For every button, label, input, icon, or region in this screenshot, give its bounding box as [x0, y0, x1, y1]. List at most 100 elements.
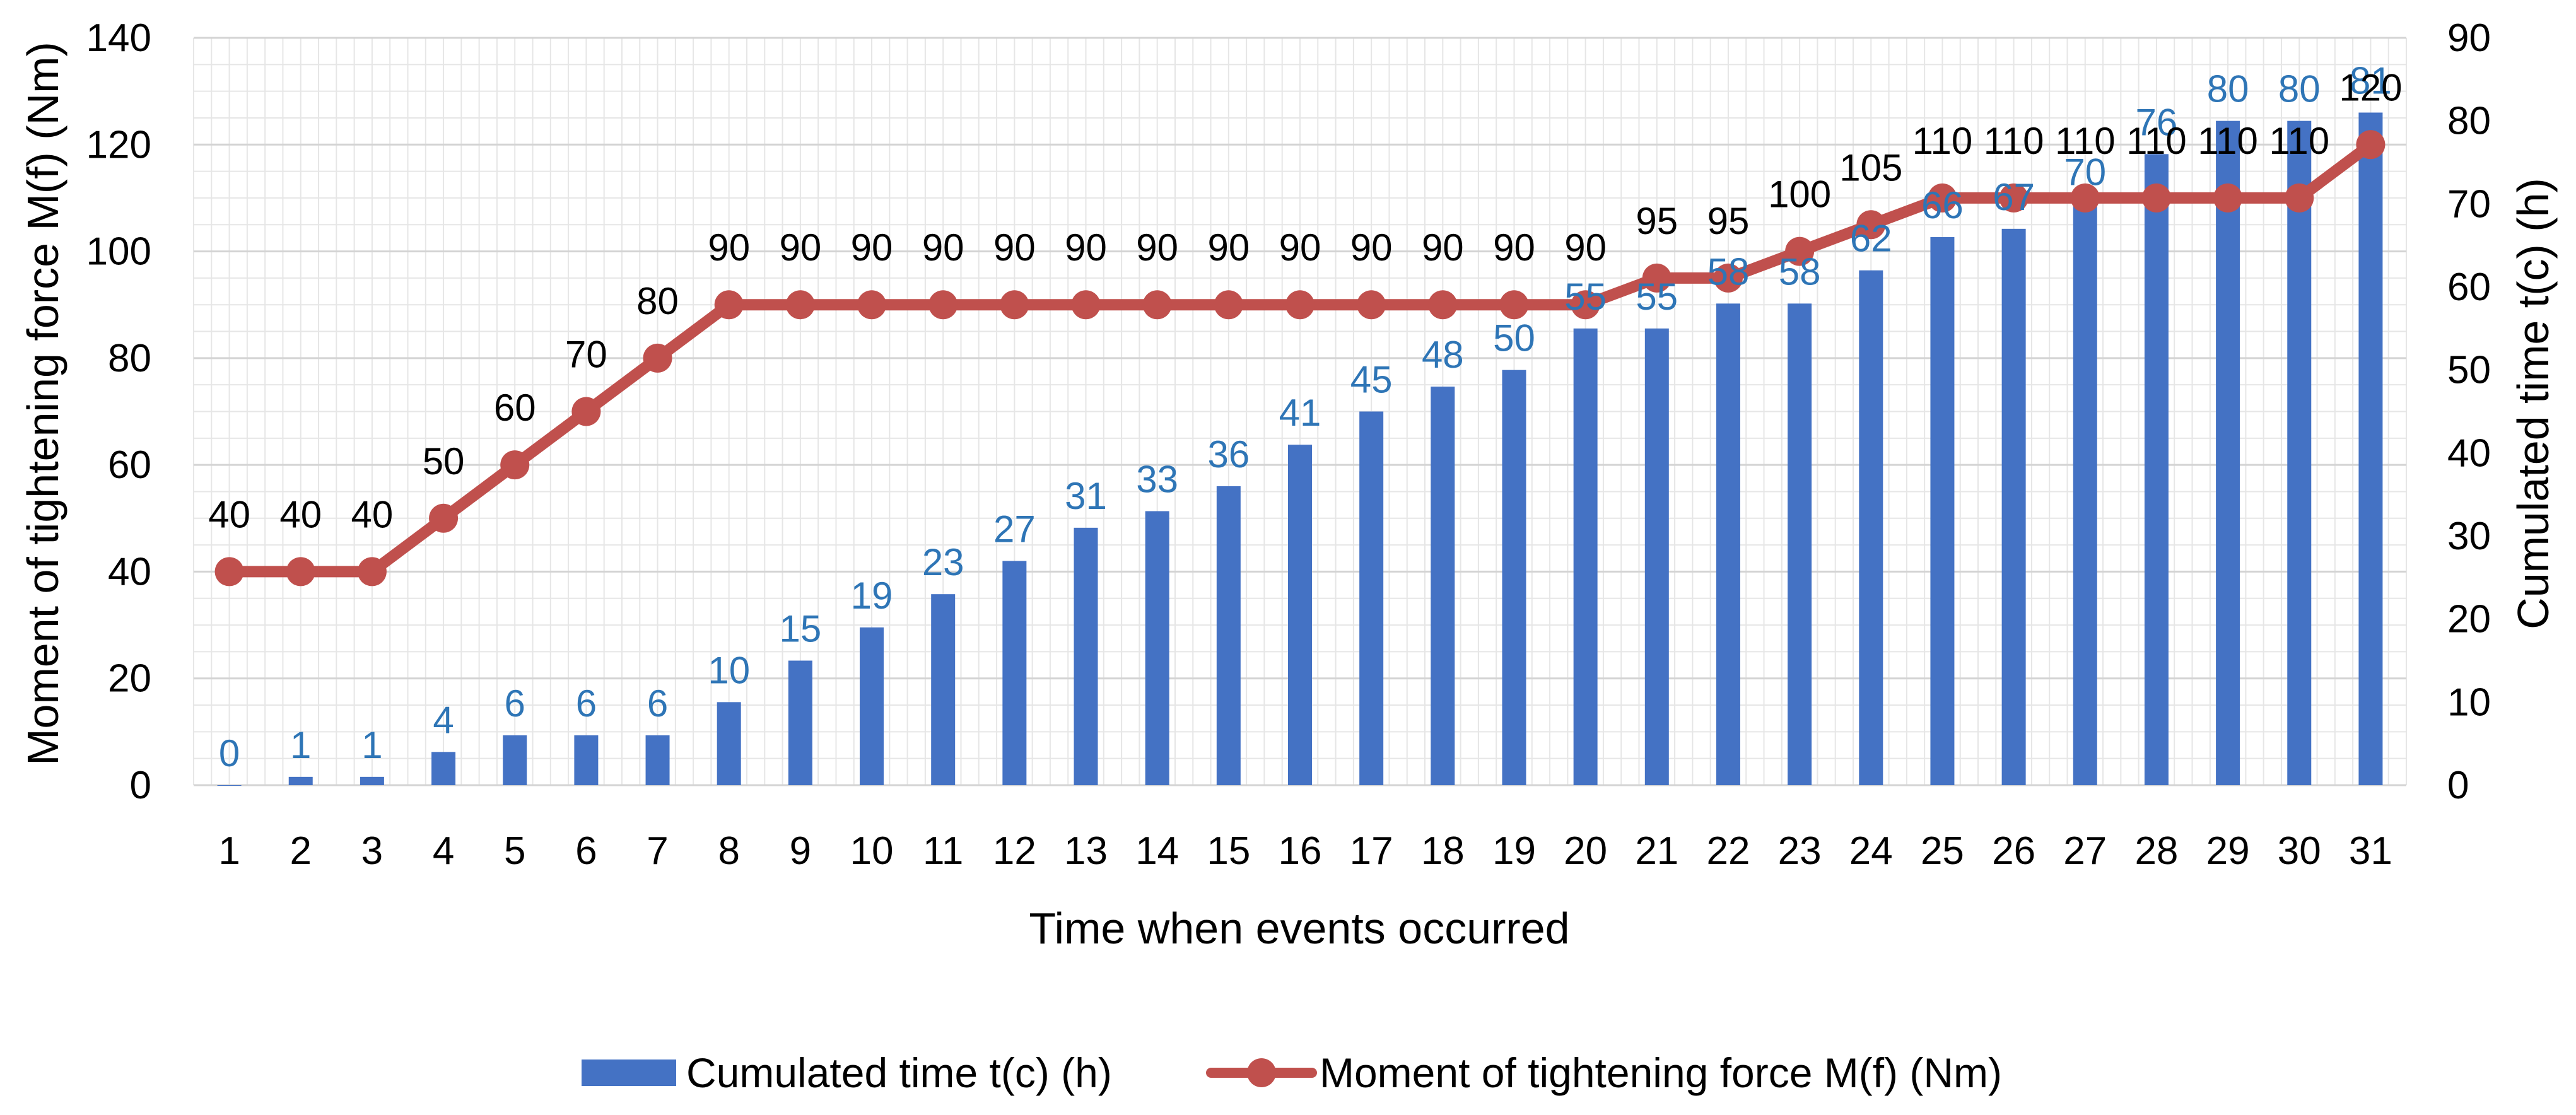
- legend-item-cumulated-time[interactable]: Cumulated time t(c) (h): [582, 1049, 1112, 1096]
- y-tick-label: 120: [86, 123, 151, 166]
- line-data-label: 105: [1839, 146, 1902, 189]
- line-data-label: 50: [423, 440, 465, 482]
- line-data-label: 110: [2198, 120, 2258, 162]
- line-data-label: 40: [351, 493, 394, 535]
- y2-tick-label: 70: [2447, 182, 2491, 226]
- bar: [860, 627, 884, 785]
- x-tick-label: 24: [1849, 829, 1893, 873]
- line-point: [785, 290, 815, 320]
- y2-tick-label: 20: [2447, 598, 2491, 641]
- line-point: [1856, 210, 1886, 240]
- bar: [217, 785, 242, 786]
- x-tick-label: 2: [290, 829, 311, 873]
- legend-label-tightening-force: Moment of tightening force M(f) (Nm): [1320, 1049, 2002, 1096]
- line-data-label: 40: [279, 493, 322, 535]
- y-tick-label: 100: [86, 230, 151, 274]
- line-point: [1214, 290, 1243, 320]
- legend-item-tightening-force[interactable]: Moment of tightening force M(f) (Nm): [1206, 1049, 2002, 1096]
- x-tick-label: 26: [1992, 829, 2035, 873]
- bar: [788, 660, 812, 785]
- bar: [1930, 237, 1955, 785]
- bar: [1145, 511, 1169, 785]
- bar: [2287, 120, 2312, 786]
- line-data-label: 80: [636, 280, 679, 322]
- bar: [360, 776, 384, 785]
- line-data-label: 110: [2269, 120, 2329, 162]
- line-data-label: 90: [851, 226, 893, 269]
- x-tick-label: 7: [647, 829, 668, 873]
- line-point: [571, 397, 601, 426]
- y2-axis-title: Cumulated time t(c) (h): [2509, 178, 2558, 629]
- line-data-label: 110: [2055, 120, 2116, 162]
- line-point: [500, 450, 530, 480]
- x-tick-label: 28: [2134, 829, 2178, 873]
- x-tick-label: 17: [1350, 829, 1393, 873]
- bar-series-cumulated-time: [217, 112, 2383, 786]
- line-data-label: 90: [1065, 226, 1107, 269]
- bar-data-label: 67: [1993, 176, 2035, 218]
- x-tick-label: 5: [504, 829, 525, 873]
- x-tick-label: 15: [1207, 829, 1250, 873]
- line-point: [2070, 183, 2100, 213]
- x-tick-label: 16: [1279, 829, 1322, 873]
- y-tick-label: 40: [108, 550, 151, 593]
- line-point: [1713, 263, 1743, 293]
- legend-marker-circle: [1247, 1058, 1276, 1087]
- bar: [1288, 445, 1312, 785]
- bar: [1502, 370, 1526, 785]
- x-tick-label: 11: [923, 829, 963, 873]
- line-point: [214, 557, 244, 587]
- line-point: [1571, 290, 1600, 320]
- line-point: [1499, 290, 1529, 320]
- x-tick-label: 19: [1492, 829, 1536, 873]
- line-point: [1928, 183, 1957, 213]
- bar-data-label: 58: [1707, 250, 1750, 293]
- bar: [2216, 120, 2240, 786]
- y-tick-label: 20: [108, 657, 151, 701]
- y2-tick-label: 40: [2447, 431, 2491, 475]
- bar: [574, 735, 599, 785]
- line-data-label: 60: [494, 387, 536, 429]
- bar-data-label: 6: [505, 682, 525, 725]
- bar: [717, 702, 741, 785]
- line-point: [2141, 183, 2171, 213]
- bar: [1074, 527, 1098, 785]
- y2-tick-label: 30: [2447, 515, 2491, 558]
- y-tick-label: 80: [108, 337, 151, 380]
- bar-data-label: 4: [433, 699, 454, 741]
- bar-data-label: 0: [219, 732, 240, 774]
- y-tick-label: 140: [86, 16, 151, 60]
- bar-data-label: 62: [1850, 218, 1892, 260]
- y2-tick-label: 90: [2447, 16, 2491, 60]
- line-data-label: 70: [565, 334, 607, 376]
- line-data-label: 110: [1912, 120, 1973, 162]
- x-axis-title: Time when events occurred: [1029, 904, 1569, 953]
- line-data-label: 95: [1636, 200, 1678, 242]
- line-data-label: 110: [1984, 120, 2044, 162]
- line-point: [1357, 290, 1386, 320]
- line-data-label: 100: [1768, 173, 1831, 216]
- line-data-label: 90: [1422, 226, 1464, 269]
- x-tick-label: 10: [850, 829, 894, 873]
- bar-data-label: 31: [1065, 475, 1107, 517]
- bar: [1716, 303, 1740, 785]
- y2-tick-label: 0: [2447, 764, 2469, 807]
- bar: [1644, 328, 1669, 785]
- bar: [1431, 387, 1455, 785]
- x-tick-label: 30: [2278, 829, 2321, 873]
- line-data-label: 90: [1136, 226, 1178, 269]
- x-tick-label: 29: [2206, 829, 2250, 873]
- line-point: [286, 557, 315, 587]
- line-data-label: 90: [779, 226, 821, 269]
- bar-data-label: 58: [1779, 250, 1821, 293]
- bar-data-label: 36: [1207, 433, 1250, 476]
- bar-data-label: 1: [290, 724, 311, 766]
- bar: [931, 594, 956, 785]
- bar: [431, 752, 456, 785]
- line-point: [1785, 236, 1815, 266]
- x-tick-label: 18: [1421, 829, 1465, 873]
- bar-data-label: 6: [576, 682, 597, 725]
